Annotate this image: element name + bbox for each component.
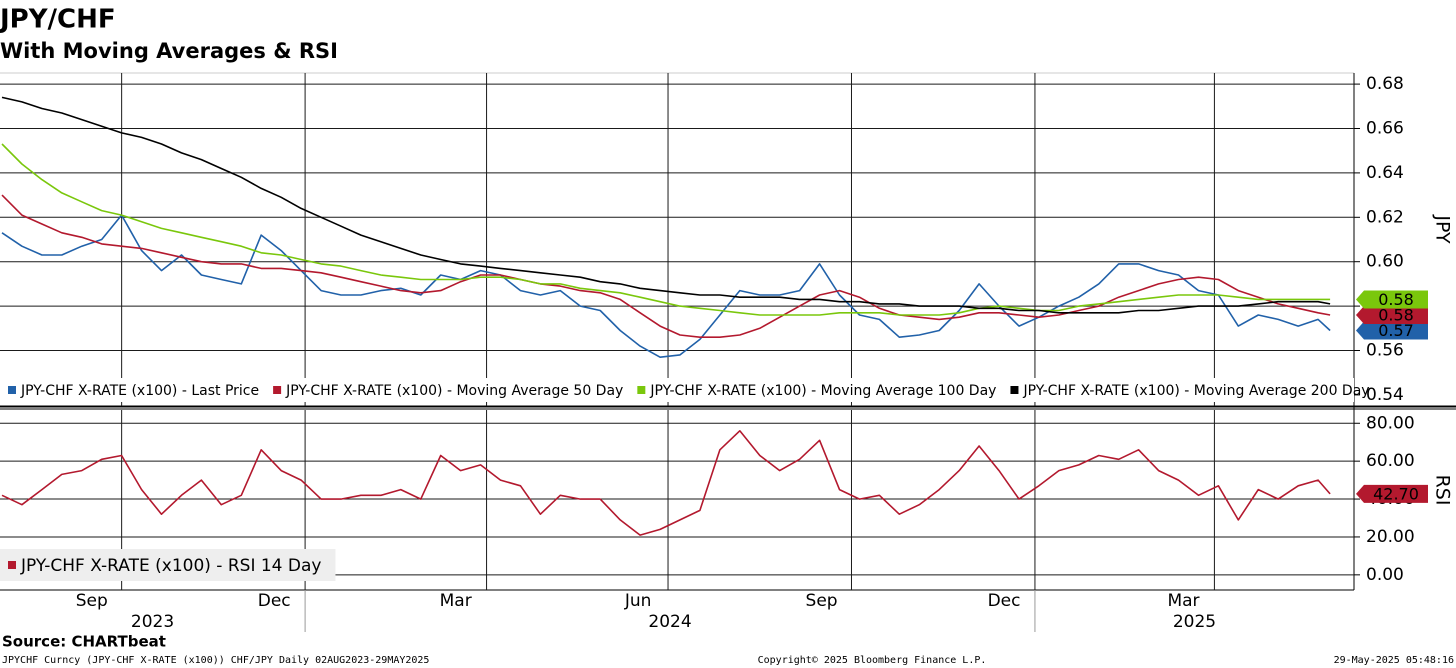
- value-tag: [1356, 484, 1428, 503]
- source: Source: CHARTbeat: [2, 633, 166, 651]
- series-line: [1, 96, 1331, 314]
- y-tick-label: 0.56: [1366, 341, 1404, 361]
- legend-label: JPY-CHF X-RATE (x100) - Moving Average 2…: [1022, 383, 1369, 399]
- value-label: 0.57: [1378, 321, 1414, 340]
- series-line: [1, 194, 1331, 338]
- footer-right: 29-May-2025 05:48:16: [1334, 655, 1454, 666]
- value-tag: [1356, 321, 1428, 340]
- y-tick-label: 20.00: [1366, 527, 1415, 547]
- legend-swatch: [1010, 386, 1019, 394]
- legend-swatch: [8, 386, 16, 394]
- legend-swatch: [273, 386, 282, 394]
- y-tick-label: 80.00: [1366, 413, 1415, 433]
- series-line: [1, 430, 1331, 536]
- x-tick-label: Sep: [76, 591, 108, 611]
- y-tick-label: 60.00: [1366, 451, 1415, 471]
- y-tick-label: 0.62: [1366, 207, 1404, 227]
- legend-label: JPY-CHF X-RATE (x100) - RSI 14 Day: [20, 556, 321, 576]
- legend-label: JPY-CHF X-RATE (x100) - Moving Average 1…: [649, 383, 996, 399]
- y-tick-label: 0.00: [1366, 565, 1404, 585]
- legend-label: JPY-CHF X-RATE (x100) - Last Price: [20, 383, 259, 399]
- y-axis-label: JPY: [1432, 214, 1454, 244]
- legend-label: JPY-CHF X-RATE (x100) - Moving Average 5…: [285, 383, 623, 399]
- value-tag: [1356, 290, 1428, 309]
- x-tick-label: Sep: [806, 591, 838, 611]
- x-year-label: 2023: [131, 612, 174, 632]
- y-axis-label: RSI: [1432, 475, 1454, 506]
- y-tick-label: 0.54: [1366, 385, 1404, 405]
- x-tick-label: Dec: [258, 591, 291, 611]
- x-year-label: 2025: [1173, 612, 1216, 632]
- chart-subtitle: With Moving Averages & RSI: [0, 39, 338, 63]
- legend-swatch: [8, 561, 16, 569]
- y-tick-label: 0.66: [1366, 119, 1404, 139]
- value-label: 0.58: [1378, 290, 1414, 309]
- series-line: [1, 214, 1331, 358]
- legend-background: [0, 378, 1354, 402]
- y-tick-label: 0.64: [1366, 163, 1404, 183]
- y-tick-label: 0.60: [1366, 252, 1404, 272]
- legend-background: [0, 549, 336, 581]
- chart-title: JPY/CHF: [0, 5, 116, 35]
- value-label: 0.58: [1378, 305, 1414, 324]
- value-tag: [1356, 305, 1428, 324]
- x-tick-label: Mar: [440, 591, 472, 611]
- series-line: [1, 143, 1331, 316]
- legend-swatch: [637, 386, 646, 394]
- x-tick-label: Mar: [1167, 591, 1199, 611]
- value-label: 42.70: [1373, 484, 1419, 503]
- footer-center: Copyright© 2025 Bloomberg Finance L.P.: [758, 655, 987, 666]
- x-tick-label: Dec: [988, 591, 1021, 611]
- x-tick-label: Jun: [624, 591, 652, 611]
- x-year-label: 2024: [648, 612, 691, 632]
- footer-left: JPYCHF Curncy (JPY-CHF X-RATE (x100)) CH…: [2, 655, 429, 666]
- y-tick-label: 0.68: [1366, 74, 1404, 94]
